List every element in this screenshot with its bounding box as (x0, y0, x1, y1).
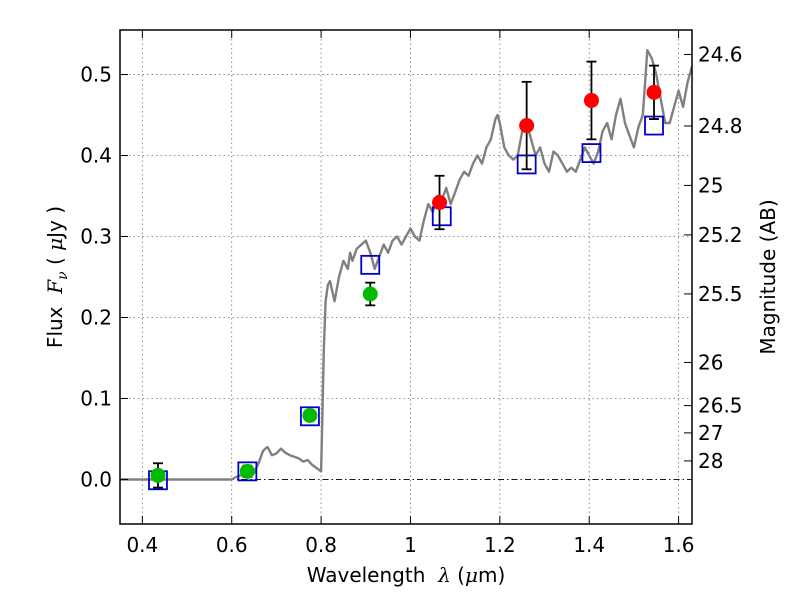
plot-layer (120, 49, 692, 491)
x-tick-label: 1 (404, 533, 417, 557)
y-tick-label: 0.1 (80, 386, 112, 410)
y2-tick-label: 28 (698, 449, 723, 473)
x-tick-label: 0.4 (126, 533, 158, 557)
model-photometry-square (581, 143, 602, 163)
y2-axis-title: Magnitude (AB) (756, 199, 780, 354)
green-data-point (302, 407, 318, 423)
x-tick-label: 0.6 (216, 533, 248, 557)
y2-tick-label: 25 (698, 173, 723, 197)
model-photometry-square (360, 254, 381, 275)
y-tick-label: 0.5 (80, 63, 112, 87)
green-data-point (362, 286, 378, 302)
y-tick-label: 0.3 (80, 225, 112, 249)
y2-tick-label: 24.6 (698, 42, 743, 66)
y-tick-label: 0.4 (80, 144, 112, 168)
x-tick-label: 1.6 (663, 533, 695, 557)
y2-tick-label: 26 (698, 350, 723, 374)
y2-tick-label: 25.2 (698, 223, 743, 247)
y2-tick-label: 26.5 (698, 394, 743, 418)
spectrum-line (120, 49, 692, 481)
green-data-point (239, 463, 255, 479)
y-tick-label: 0.2 (80, 305, 112, 329)
model-photometry-square (300, 406, 320, 427)
model-photometry-square (237, 461, 258, 482)
green-data-point (150, 467, 166, 483)
x-tick-label: 1.2 (484, 533, 516, 557)
red-data-point (432, 194, 448, 210)
y2-tick-label: 25.5 (698, 282, 743, 306)
plot-frame (119, 29, 693, 525)
y2-tick-label: 27 (698, 421, 723, 445)
red-data-point (646, 84, 662, 100)
y-axis-title: Flux Fν ( μJy ) (43, 206, 71, 348)
y-tick-label: 0.0 (80, 467, 112, 491)
x-tick-label: 1.4 (573, 533, 605, 557)
red-data-point (583, 92, 599, 108)
x-axis-title: Wavelength λ (μm) (307, 563, 506, 587)
tick-layer: 0.4 0.6 0.8 1 1.2 1.4 1.6 0.0 0.1 0.2 0.3 0.4 0.5 24.… (80, 30, 743, 557)
red-data-point (519, 118, 535, 134)
y2-tick-label: 24.8 (698, 114, 743, 138)
x-tick-label: 0.8 (305, 533, 337, 557)
